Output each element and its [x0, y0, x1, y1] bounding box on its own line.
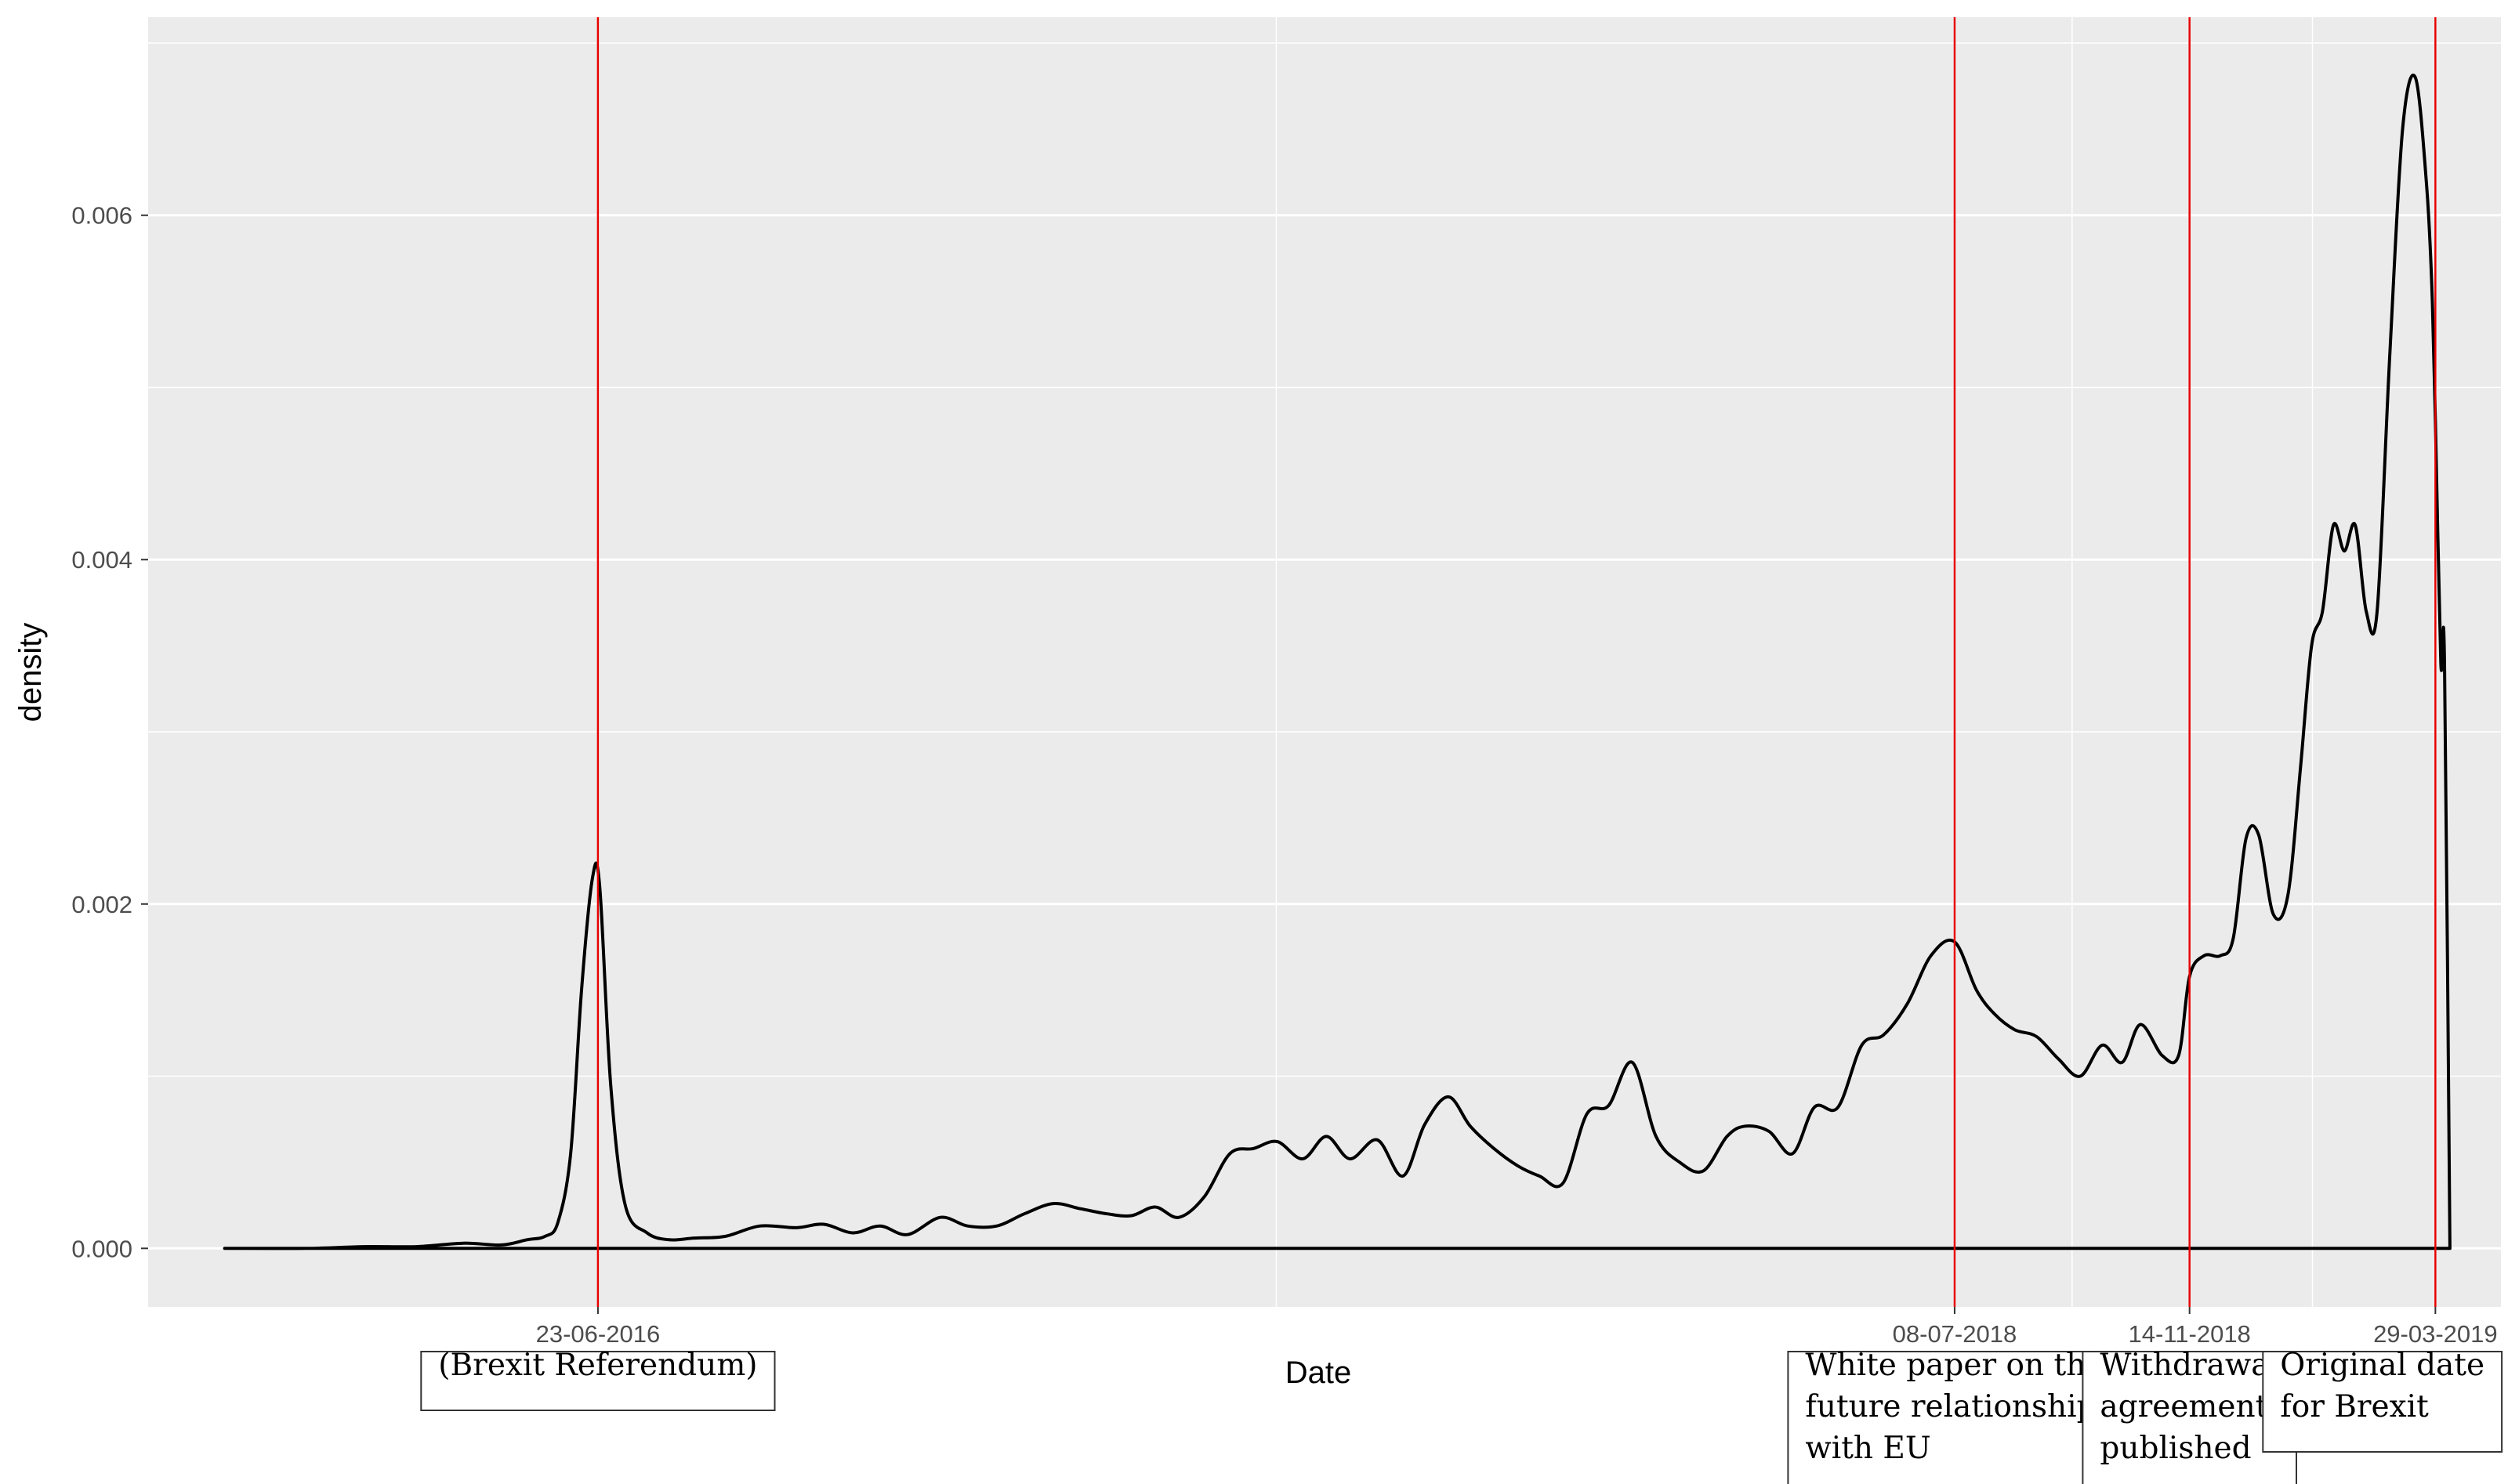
event-note-line: Withdrawal — [2100, 1348, 2279, 1383]
event-note-line: Original date — [2280, 1348, 2484, 1383]
y-tick-label: 0.002 — [71, 891, 132, 918]
x-axis-title: Date — [1285, 1356, 1352, 1390]
event-note: (Brexit Referendum) — [420, 1348, 776, 1411]
event-note-line: (Brexit Referendum) — [438, 1348, 757, 1383]
density-curve — [223, 73, 2452, 1251]
event-note-line: with EU — [1805, 1431, 1930, 1466]
event-note-box — [2262, 1351, 2503, 1453]
y-tick-label: 0.000 — [71, 1235, 132, 1262]
x-tick-label: 23-06-2016 — [536, 1320, 661, 1348]
plot-panel — [148, 17, 2501, 1307]
event-note: White paper on the future relationship wit… — [1787, 1348, 2122, 1484]
event-note-line: future relationship — [1805, 1389, 2096, 1424]
event-note-line: published — [2100, 1431, 2251, 1466]
event-note: Original date for Brexit — [2262, 1348, 2503, 1453]
y-axis-title: density — [13, 623, 48, 722]
density-series — [223, 73, 2452, 1251]
event-note-line: White paper on the — [1805, 1348, 2104, 1383]
x-tick-label: 14-11-2018 — [2129, 1320, 2251, 1348]
x-tick-label: 29-03-2019 — [2373, 1320, 2498, 1348]
event-markers — [596, 17, 2437, 1307]
event-note-line: for Brexit — [2280, 1389, 2429, 1424]
event-note-box — [420, 1351, 776, 1411]
event-note-box — [2082, 1351, 2297, 1484]
x-tick-label: 08-07-2018 — [1893, 1320, 2017, 1348]
y-tick-label: 0.004 — [71, 546, 132, 574]
event-annotations: (Brexit Referendum) White paper on the fut… — [420, 1348, 2503, 1484]
event-note: Withdrawal agreement published — [2082, 1348, 2297, 1484]
y-tick-label: 0.006 — [71, 202, 132, 230]
x-axis: 23-06-2016 08-07-2018 14-11-2018 29-03-2019 — [536, 1307, 2498, 1348]
y-axis: 0.000 0.002 0.004 0.006 — [71, 202, 148, 1262]
event-note-line: agreement — [2100, 1389, 2267, 1424]
event-note-box — [1787, 1351, 2122, 1484]
